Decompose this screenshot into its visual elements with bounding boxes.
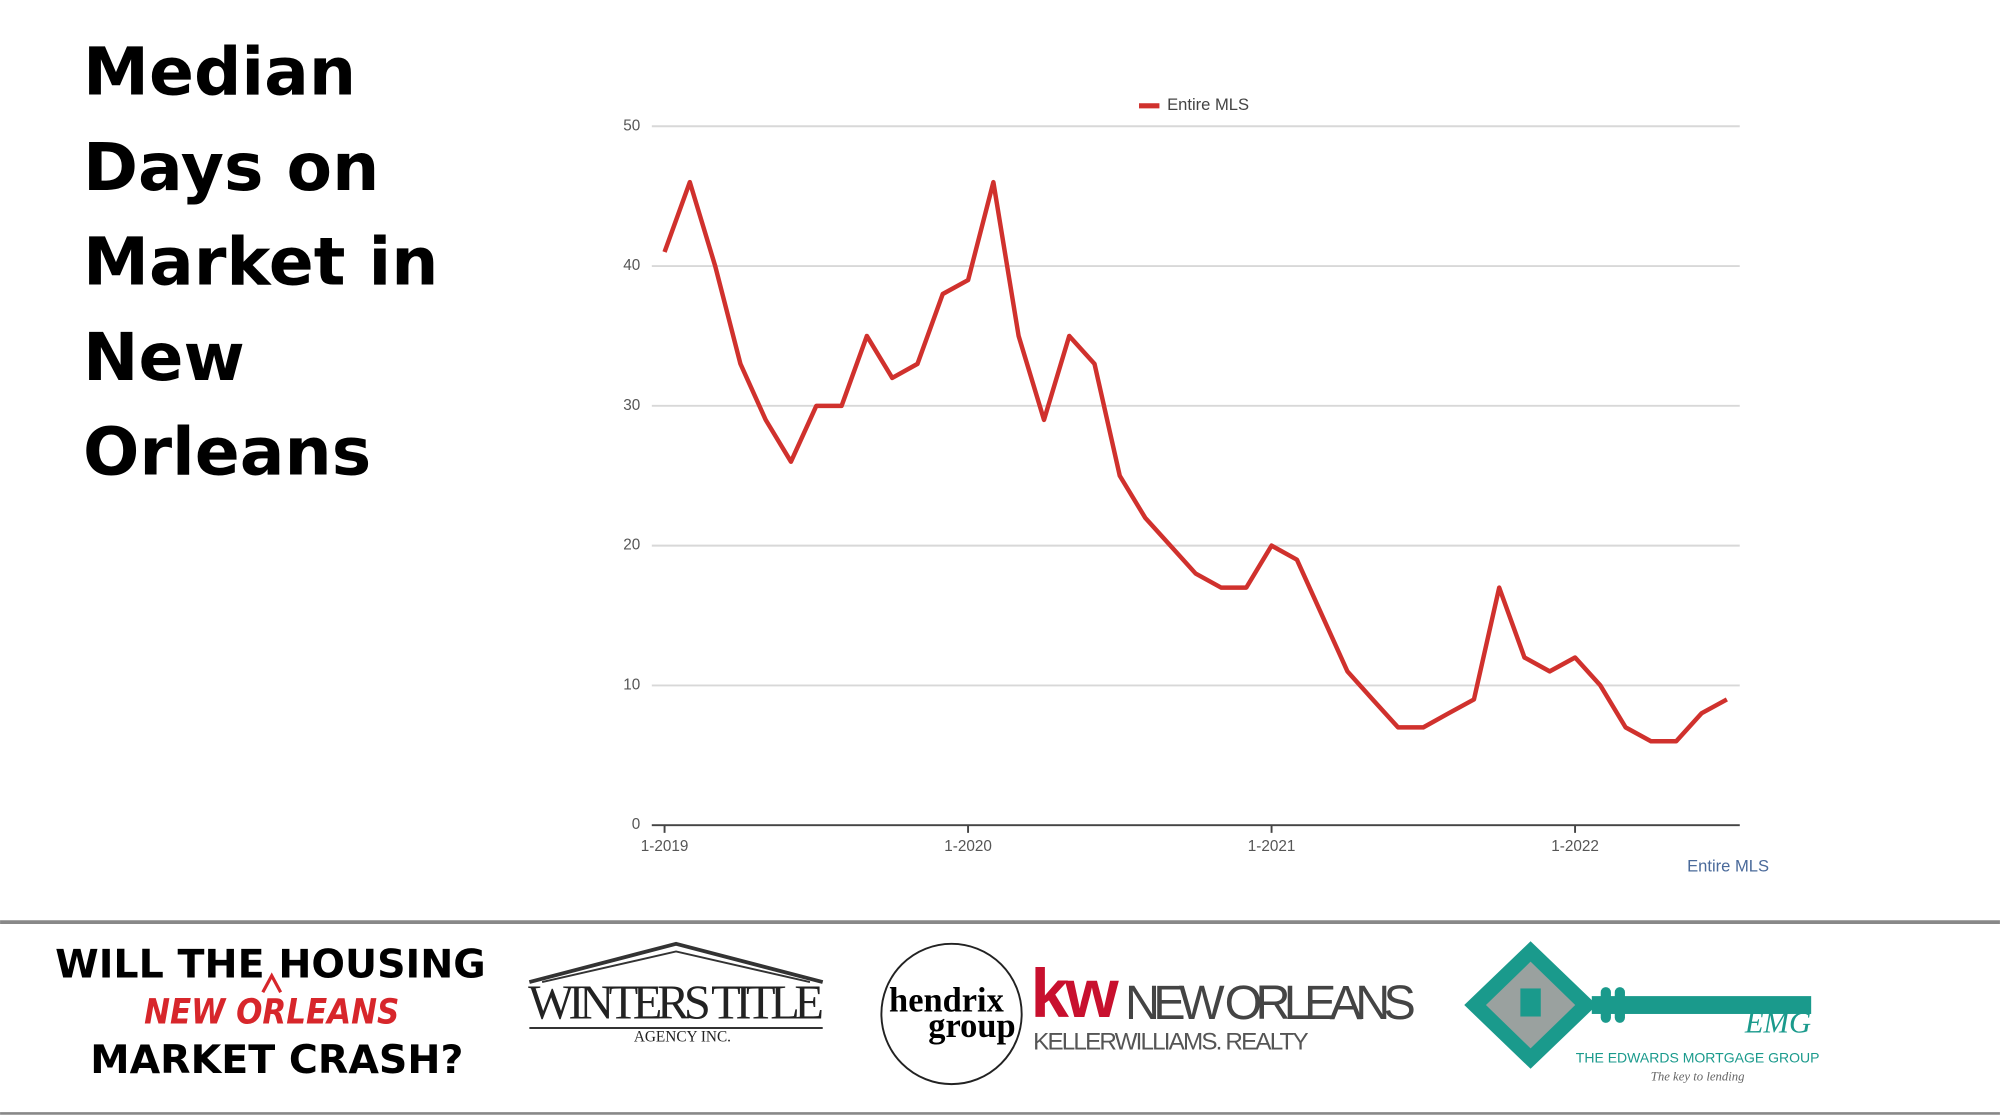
x-tick-label: 1-2022 [1551, 838, 1599, 855]
hendrix-group: group [928, 1007, 1015, 1045]
y-tick-label: 10 [623, 676, 640, 693]
x-tick-label: 1-2020 [944, 838, 992, 855]
hendrix-circle [880, 942, 1023, 1086]
y-tick-label: 30 [623, 397, 640, 414]
emg-key [1591, 996, 1812, 1014]
emg: EMG [1744, 1005, 1811, 1039]
chart: 0 10 20 30 40 50 1-2019 1-2020 1-2021 1-2022 Entir… [623, 95, 1769, 875]
winters-sub: AGENCY INC. [634, 1029, 731, 1046]
y-tick-label: 20 [623, 537, 640, 554]
x-tick-label: 1-2019 [641, 838, 689, 855]
y-tick-label: 50 [623, 117, 640, 134]
emg-tagline: The key to lending [1651, 1070, 1745, 1084]
emg-key-ring [1614, 987, 1625, 1023]
heading-box: Median Days on Market in New Orleans [82, 34, 439, 492]
heading: Median Days on Market in New Orleans [82, 34, 439, 492]
hendrix: hendrix [889, 982, 1005, 1020]
data-line [662, 179, 1728, 744]
winters-title: WINTERS TITLE [528, 977, 824, 1030]
y-tick-label: 40 [623, 257, 640, 274]
emg-door [1520, 988, 1541, 1017]
emg-key-ring [1600, 987, 1611, 1023]
legend-label: Entire MLS [1167, 95, 1249, 114]
roof [528, 941, 824, 984]
kw-logo: kw [1031, 955, 1119, 1032]
crash-insert: NEW ORLEANS [144, 992, 399, 1032]
roof-inner [541, 950, 811, 984]
x-tick-label: 1-2021 [1248, 838, 1296, 855]
crash-line-2: MARKET CRASH? [90, 1037, 463, 1083]
kw-name: KELLERWILLIAMS. REALTY [1033, 1029, 1308, 1056]
x-axis-label: Entire MLS [1687, 857, 1769, 876]
y-tick-label: 0 [632, 816, 641, 833]
emg-name: THE EDWARDS MORTGAGE GROUP [1576, 1049, 1820, 1065]
caret [261, 972, 283, 994]
kw-city: NEW ORLEANS [1125, 976, 1416, 1030]
